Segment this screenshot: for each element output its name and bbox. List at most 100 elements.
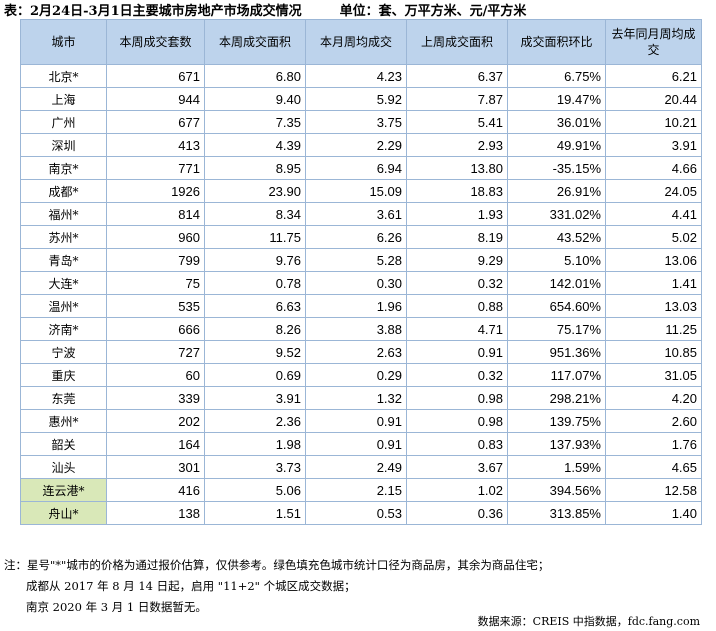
table-row: 惠州* 202 2.36 0.91 0.98 139.75% 2.60 [20,409,702,433]
cell-units: 339 [106,386,205,410]
cell-yoy: 24.05 [605,179,702,203]
cell-city: 东莞 [20,386,107,410]
cell-yoy: 1.40 [605,501,702,525]
cell-month-avg: 2.63 [305,340,407,364]
cell-mom: 19.47% [507,87,606,111]
cell-month-avg: 0.53 [305,501,407,525]
cell-last-week: 0.36 [406,501,508,525]
cell-area: 5.06 [204,478,306,502]
table-row: 成都* 1926 23.90 15.09 18.83 26.91% 24.05 [20,179,702,203]
cell-yoy: 1.76 [605,432,702,456]
cell-last-week: 8.19 [406,225,508,249]
cell-city: 上海 [20,87,107,111]
cell-yoy: 10.21 [605,110,702,134]
cell-units: 75 [106,271,205,295]
cell-units: 301 [106,455,205,479]
cell-yoy: 4.66 [605,156,702,180]
cell-last-week: 1.02 [406,478,508,502]
cell-area: 8.95 [204,156,306,180]
cell-units: 671 [106,64,205,88]
cell-mom: 26.91% [507,179,606,203]
cell-last-week: 9.29 [406,248,508,272]
cell-units: 60 [106,363,205,387]
cell-last-week: 18.83 [406,179,508,203]
cell-mom: 75.17% [507,317,606,341]
cell-units: 677 [106,110,205,134]
cell-area: 11.75 [204,225,306,249]
cell-units: 164 [106,432,205,456]
cell-yoy: 31.05 [605,363,702,387]
cell-month-avg: 3.61 [305,202,407,226]
table-row: 大连* 75 0.78 0.30 0.32 142.01% 1.41 [20,271,702,295]
cell-mom: 394.56% [507,478,606,502]
cell-yoy: 2.60 [605,409,702,433]
cell-last-week: 0.32 [406,271,508,295]
cell-mom: 1.59% [507,455,606,479]
table-row: 上海 944 9.40 5.92 7.87 19.47% 20.44 [20,87,702,111]
note-line: 注：星号"*"城市的价格为通过报价估算，仅供参考。绿色填充色城市统计口径为商品房… [4,558,550,572]
cell-yoy: 13.03 [605,294,702,318]
cell-area: 23.90 [204,179,306,203]
cell-last-week: 0.83 [406,432,508,456]
table-header-row: 城市 本周成交套数 本周成交面积 本月周均成交 上周成交面积 成交面积环比 去年… [20,19,702,65]
cell-mom: 654.60% [507,294,606,318]
cell-area: 1.51 [204,501,306,525]
table-row: 连云港* 416 5.06 2.15 1.02 394.56% 12.58 [20,478,702,502]
table-row: 广州 677 7.35 3.75 5.41 36.01% 10.21 [20,110,702,134]
cell-month-avg: 3.75 [305,110,407,134]
cell-city: 深圳 [20,133,107,157]
header-mom: 成交面积环比 [507,19,606,65]
cell-month-avg: 0.91 [305,432,407,456]
cell-area: 0.69 [204,363,306,387]
header-city: 城市 [20,19,107,65]
header-last-week: 上周成交面积 [406,19,508,65]
cell-month-avg: 5.92 [305,87,407,111]
table-row: 南京* 771 8.95 6.94 13.80 -35.15% 4.66 [20,156,702,180]
cell-units: 814 [106,202,205,226]
table-row: 韶关 164 1.98 0.91 0.83 137.93% 1.76 [20,432,702,456]
cell-yoy: 1.41 [605,271,702,295]
header-area: 本周成交面积 [204,19,306,65]
cell-month-avg: 5.28 [305,248,407,272]
cell-month-avg: 15.09 [305,179,407,203]
table-row: 深圳 413 4.39 2.29 2.93 49.91% 3.91 [20,133,702,157]
cell-area: 9.76 [204,248,306,272]
cell-last-week: 3.67 [406,455,508,479]
table-title: 表：2月24日-3月1日主要城市房地产市场成交情况 [4,4,302,19]
cell-month-avg: 2.29 [305,133,407,157]
cell-city: 广州 [20,110,107,134]
table-row: 福州* 814 8.34 3.61 1.93 331.02% 4.41 [20,202,702,226]
cell-month-avg: 6.26 [305,225,407,249]
cell-city: 连云港* [20,478,107,502]
cell-city: 成都* [20,179,107,203]
cell-month-avg: 0.91 [305,409,407,433]
cell-area: 2.36 [204,409,306,433]
cell-city: 惠州* [20,409,107,433]
cell-city: 重庆 [20,363,107,387]
cell-last-week: 0.91 [406,340,508,364]
cell-area: 8.34 [204,202,306,226]
notes: 注：星号"*"城市的价格为通过报价估算，仅供参考。绿色填充色城市统计口径为商品房… [4,555,549,618]
cell-city: 温州* [20,294,107,318]
cell-mom: 298.21% [507,386,606,410]
cell-area: 3.73 [204,455,306,479]
cell-yoy: 4.65 [605,455,702,479]
cell-area: 9.40 [204,87,306,111]
cell-city: 汕头 [20,455,107,479]
cell-city: 青岛* [20,248,107,272]
cell-mom: 117.07% [507,363,606,387]
cell-last-week: 0.98 [406,409,508,433]
cell-units: 944 [106,87,205,111]
table-row: 宁波 727 9.52 2.63 0.91 951.36% 10.85 [20,340,702,364]
cell-city: 北京* [20,64,107,88]
cell-yoy: 4.20 [605,386,702,410]
cell-units: 1926 [106,179,205,203]
note-line: 成都从 2017 年 8 月 14 日起，启用 "11+2" 个城区成交数据； [26,579,356,593]
header-month-avg: 本月周均成交 [305,19,407,65]
cell-mom: 951.36% [507,340,606,364]
cell-mom: 6.75% [507,64,606,88]
cell-mom: 36.01% [507,110,606,134]
table-row: 汕头 301 3.73 2.49 3.67 1.59% 4.65 [20,455,702,479]
cell-area: 9.52 [204,340,306,364]
cell-area: 4.39 [204,133,306,157]
